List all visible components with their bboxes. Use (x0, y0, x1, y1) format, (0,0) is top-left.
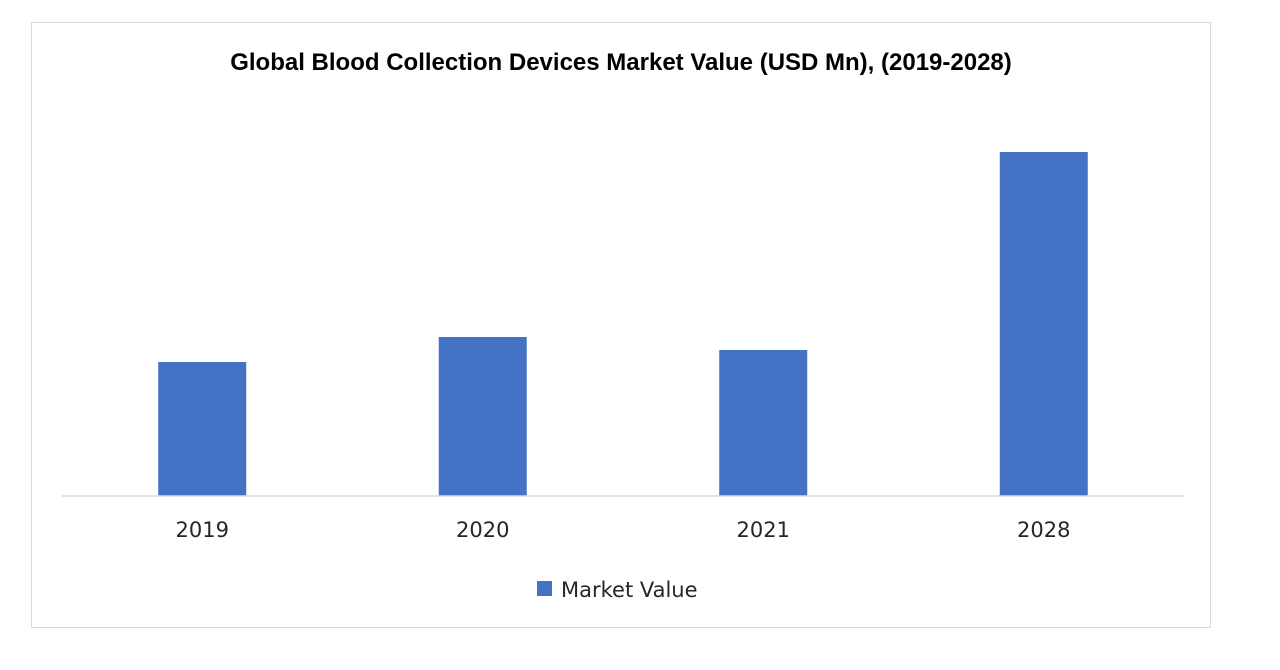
bars-group (158, 152, 1088, 496)
bar-2019 (158, 362, 247, 496)
chart-title: Global Blood Collection Devices Market V… (230, 49, 1012, 76)
legend: Market Value (537, 578, 698, 602)
bar-2020 (438, 337, 527, 496)
x-tick-labels: 2019 2020 2021 2028 (176, 518, 1071, 542)
x-tick-label-2019: 2019 (176, 518, 229, 542)
legend-swatch (537, 581, 552, 596)
x-tick-label-2028: 2028 (1017, 518, 1070, 542)
legend-label: Market Value (561, 578, 698, 602)
bar-2028 (999, 152, 1088, 496)
x-tick-label-2021: 2021 (737, 518, 790, 542)
bar-2021 (719, 350, 808, 496)
x-tick-label-2020: 2020 (456, 518, 509, 542)
